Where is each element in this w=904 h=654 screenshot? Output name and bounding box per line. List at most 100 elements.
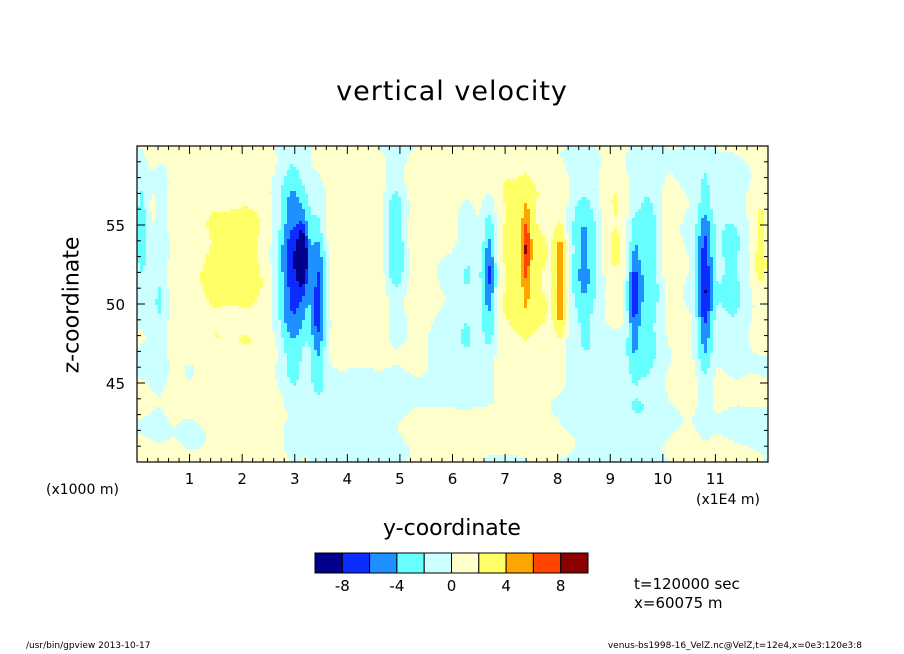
heat-cell bbox=[698, 152, 701, 155]
heat-cell bbox=[146, 164, 149, 167]
heat-cell bbox=[341, 167, 344, 170]
heat-cell bbox=[635, 170, 638, 173]
heat-cell bbox=[245, 191, 248, 194]
heat-cell bbox=[272, 200, 275, 203]
heat-cell bbox=[650, 191, 653, 194]
heat-cell bbox=[761, 176, 764, 179]
heat-cell bbox=[332, 194, 335, 197]
heat-cell bbox=[419, 200, 422, 203]
heat-cell bbox=[563, 197, 566, 200]
heat-cell bbox=[677, 188, 680, 191]
heat-cell bbox=[389, 164, 392, 167]
heat-cell bbox=[185, 152, 188, 155]
heat-cell bbox=[536, 149, 539, 152]
heat-cell bbox=[746, 185, 749, 188]
heat-cell bbox=[746, 173, 749, 176]
heat-cell bbox=[563, 152, 566, 155]
heat-cell bbox=[332, 161, 335, 164]
heat-cell bbox=[140, 212, 143, 215]
heat-cell bbox=[158, 191, 161, 194]
heat-cell bbox=[437, 203, 440, 206]
heat-cell bbox=[611, 188, 614, 191]
heat-cell bbox=[317, 191, 320, 194]
heat-cell bbox=[371, 188, 374, 191]
heat-cell bbox=[608, 170, 611, 173]
heat-cell bbox=[674, 179, 677, 182]
heat-cell bbox=[374, 206, 377, 209]
heat-cell bbox=[590, 158, 593, 161]
heat-cell bbox=[356, 188, 359, 191]
heat-cell bbox=[713, 164, 716, 167]
heat-cell bbox=[710, 164, 713, 167]
heat-cell bbox=[698, 167, 701, 170]
heat-cell bbox=[149, 146, 152, 149]
heat-cell bbox=[359, 170, 362, 173]
heat-cell bbox=[341, 194, 344, 197]
heat-cell bbox=[575, 200, 578, 203]
heat-cell bbox=[677, 191, 680, 194]
heat-cell bbox=[206, 185, 209, 188]
heat-cell bbox=[617, 197, 620, 200]
heat-cell bbox=[329, 158, 332, 161]
heat-cell bbox=[341, 176, 344, 179]
heat-cell bbox=[350, 197, 353, 200]
heat-cell bbox=[752, 149, 755, 152]
heat-cell bbox=[281, 200, 284, 203]
heat-cell bbox=[572, 209, 575, 212]
heat-cell bbox=[170, 161, 173, 164]
heat-cell bbox=[383, 209, 386, 212]
heat-cell bbox=[407, 170, 410, 173]
heat-cell bbox=[743, 194, 746, 197]
heat-cell bbox=[500, 155, 503, 158]
heat-cell bbox=[224, 197, 227, 200]
heat-cell bbox=[515, 185, 518, 188]
heat-cell bbox=[152, 158, 155, 161]
heat-cell bbox=[389, 170, 392, 173]
heat-cell bbox=[485, 191, 488, 194]
heat-cell bbox=[473, 173, 476, 176]
heat-cell bbox=[185, 191, 188, 194]
heat-cell bbox=[428, 155, 431, 158]
heat-cell bbox=[410, 158, 413, 161]
heat-cell bbox=[740, 185, 743, 188]
heat-cell bbox=[536, 146, 539, 149]
heat-cell bbox=[518, 152, 521, 155]
heat-cell bbox=[290, 188, 293, 191]
heat-cell bbox=[713, 200, 716, 203]
heat-cell bbox=[596, 182, 599, 185]
heat-cell bbox=[356, 173, 359, 176]
heat-cell bbox=[140, 146, 143, 149]
heat-cell bbox=[578, 188, 581, 191]
heat-cell bbox=[320, 203, 323, 206]
heat-cell bbox=[482, 203, 485, 206]
heat-cell bbox=[317, 164, 320, 167]
heat-cell bbox=[749, 158, 752, 161]
heat-cell bbox=[212, 179, 215, 182]
heat-cell bbox=[320, 179, 323, 182]
heat-cell bbox=[500, 161, 503, 164]
heat-cell bbox=[689, 185, 692, 188]
heat-cell bbox=[365, 179, 368, 182]
heat-cell bbox=[191, 209, 194, 212]
heat-cell bbox=[623, 161, 626, 164]
heat-cell bbox=[173, 161, 176, 164]
heat-cell bbox=[560, 155, 563, 158]
heat-cell bbox=[635, 152, 638, 155]
heat-cell bbox=[173, 185, 176, 188]
heat-cell bbox=[524, 164, 527, 167]
heat-cell bbox=[278, 146, 281, 149]
heat-cell bbox=[713, 203, 716, 206]
heat-cell bbox=[353, 215, 356, 218]
heat-cell bbox=[287, 194, 290, 197]
heat-cell bbox=[425, 212, 428, 215]
heat-cell bbox=[338, 158, 341, 161]
heat-cell bbox=[380, 203, 383, 206]
heat-cell bbox=[443, 179, 446, 182]
heat-cell bbox=[488, 194, 491, 197]
heat-cell bbox=[443, 194, 446, 197]
heat-cell bbox=[347, 215, 350, 218]
heat-cell bbox=[632, 188, 635, 191]
heat-cell bbox=[641, 179, 644, 182]
heat-cell bbox=[626, 194, 629, 197]
heat-cell bbox=[407, 191, 410, 194]
